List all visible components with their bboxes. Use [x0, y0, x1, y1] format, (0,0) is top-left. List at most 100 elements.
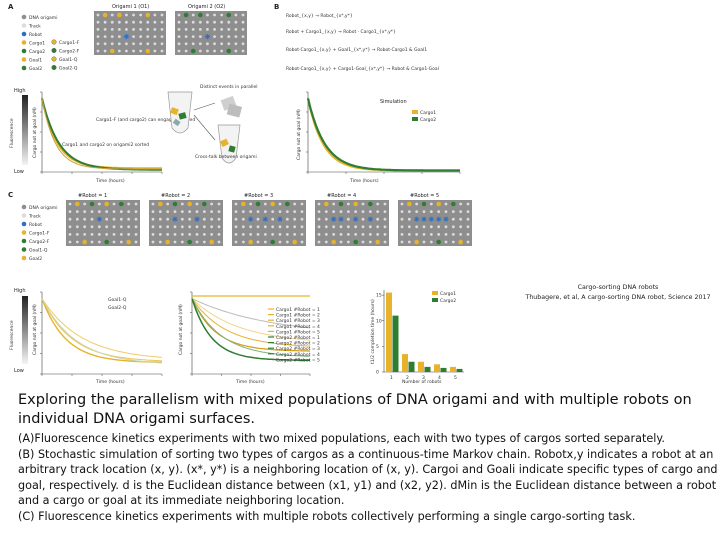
bar-y-tick-label: 10: [376, 318, 382, 324]
ylabel-a: Cargo not at goal (nM): [32, 107, 38, 158]
track-dot: [180, 233, 184, 236]
track-dot: [134, 202, 138, 206]
track-dot: [68, 233, 72, 236]
track-dot: [188, 217, 192, 221]
track-dot: [158, 225, 162, 229]
track-dot: [400, 210, 404, 214]
track-dot: [158, 210, 162, 214]
bar-cargo2-4: [440, 367, 447, 372]
track-dot: [217, 202, 221, 206]
robot-marker: [421, 216, 427, 222]
track-dot: [160, 49, 164, 53]
track-dot: [376, 210, 380, 214]
legend-swatch: [21, 65, 27, 71]
track-dot: [249, 225, 253, 229]
track-dot: [153, 35, 157, 38]
track-dot: [383, 240, 387, 244]
bar-x-tick-label: 5: [454, 375, 457, 381]
track-dot: [68, 217, 72, 221]
cargo-marker: [82, 239, 87, 245]
track-dot: [332, 202, 336, 206]
origami-tile: [315, 200, 389, 246]
track-dot: [400, 202, 404, 206]
track-dot: [173, 210, 177, 214]
legend-c-item: Track: [28, 214, 41, 220]
track-dot: [132, 42, 135, 46]
track-dot: [75, 225, 79, 229]
fluor-low-a: Low: [14, 169, 24, 175]
bar-x-tick-label: 1: [390, 375, 393, 381]
credit-line-2: Thubagere, et al, A cargo-sorting DNA ro…: [525, 294, 711, 301]
track-dot: [112, 210, 116, 214]
bar-ylabel: t1/2 completion time (hours): [370, 299, 376, 364]
robot-marker: [428, 216, 434, 222]
caption-para-c: (C) Fluorescence kinetics experiments wi…: [18, 509, 636, 523]
track-dot: [177, 42, 181, 46]
robot-marker: [123, 34, 130, 40]
track-dot: [444, 240, 448, 244]
track-dot: [293, 225, 297, 229]
track-dot: [220, 35, 224, 38]
xlabel-a: Time (hours): [95, 178, 125, 184]
track-dot: [188, 225, 192, 229]
track-dot: [227, 28, 231, 31]
robot-marker: [204, 34, 211, 40]
track-dot: [300, 210, 304, 214]
track-dot: [429, 240, 433, 244]
track-dot: [110, 42, 114, 46]
track-dot: [206, 28, 209, 31]
track-dot: [285, 240, 289, 244]
track-dot: [184, 28, 188, 31]
panel-c-letter: C: [8, 191, 13, 199]
equation-2: Robot + Cargo1_{x,y} → Robot · Cargo1_{x…: [286, 29, 396, 35]
track-dot: [177, 20, 181, 24]
origami-tile: [232, 200, 306, 246]
cargo-marker: [75, 201, 80, 207]
track-dot: [210, 210, 214, 214]
track-dot: [429, 202, 433, 206]
track-dot: [151, 240, 155, 244]
track-dot: [217, 240, 221, 244]
track-dot: [278, 240, 282, 244]
bar-cargo1-2: [402, 354, 408, 372]
track-dot: [271, 233, 275, 236]
track-dot: [451, 210, 455, 214]
track-dot: [153, 20, 157, 24]
track-dot: [234, 217, 238, 221]
track-dot: [153, 42, 157, 46]
legend-b-cargo2: Cargo2: [420, 117, 436, 123]
track-dot: [429, 210, 433, 214]
robot-marker: [367, 216, 373, 222]
cargo-marker: [104, 201, 109, 207]
c-left-legend-2: Goal2-Q: [108, 305, 127, 311]
track-dot: [198, 20, 202, 24]
annot-a-1: Cargo1-F (and cargo2) can engage & sorte…: [96, 117, 195, 123]
track-dot: [97, 210, 101, 214]
track-dot: [278, 225, 282, 229]
legend-a-item: Track: [28, 24, 41, 30]
cargo-marker: [451, 201, 456, 207]
track-dot: [293, 210, 297, 214]
track-dot: [75, 240, 79, 244]
track-dot: [166, 202, 170, 206]
legend-swatch: [21, 247, 27, 252]
cargo-marker: [187, 201, 192, 207]
panel-c-legend: DNA origami Track Robot Cargo1-F Cargo2-F Goa…: [21, 204, 57, 262]
track-dot: [368, 240, 372, 244]
track-dot: [127, 210, 131, 214]
track-dot: [105, 217, 109, 221]
track-dot: [415, 233, 419, 236]
track-dot: [361, 240, 365, 244]
legend-swatch: [21, 238, 27, 244]
track-dot: [293, 202, 297, 206]
cargo-marker: [338, 201, 344, 207]
track-dot: [317, 210, 321, 214]
fluor-high-c: High: [14, 288, 26, 294]
track-dot: [103, 49, 107, 53]
track-dot: [300, 233, 304, 236]
track-dot: [220, 42, 224, 46]
annot-tube-1: Distinct events in parallel: [200, 84, 257, 90]
track-dot: [188, 210, 192, 214]
bar-y-tick-label: 15: [376, 293, 382, 299]
track-dot: [346, 202, 350, 206]
